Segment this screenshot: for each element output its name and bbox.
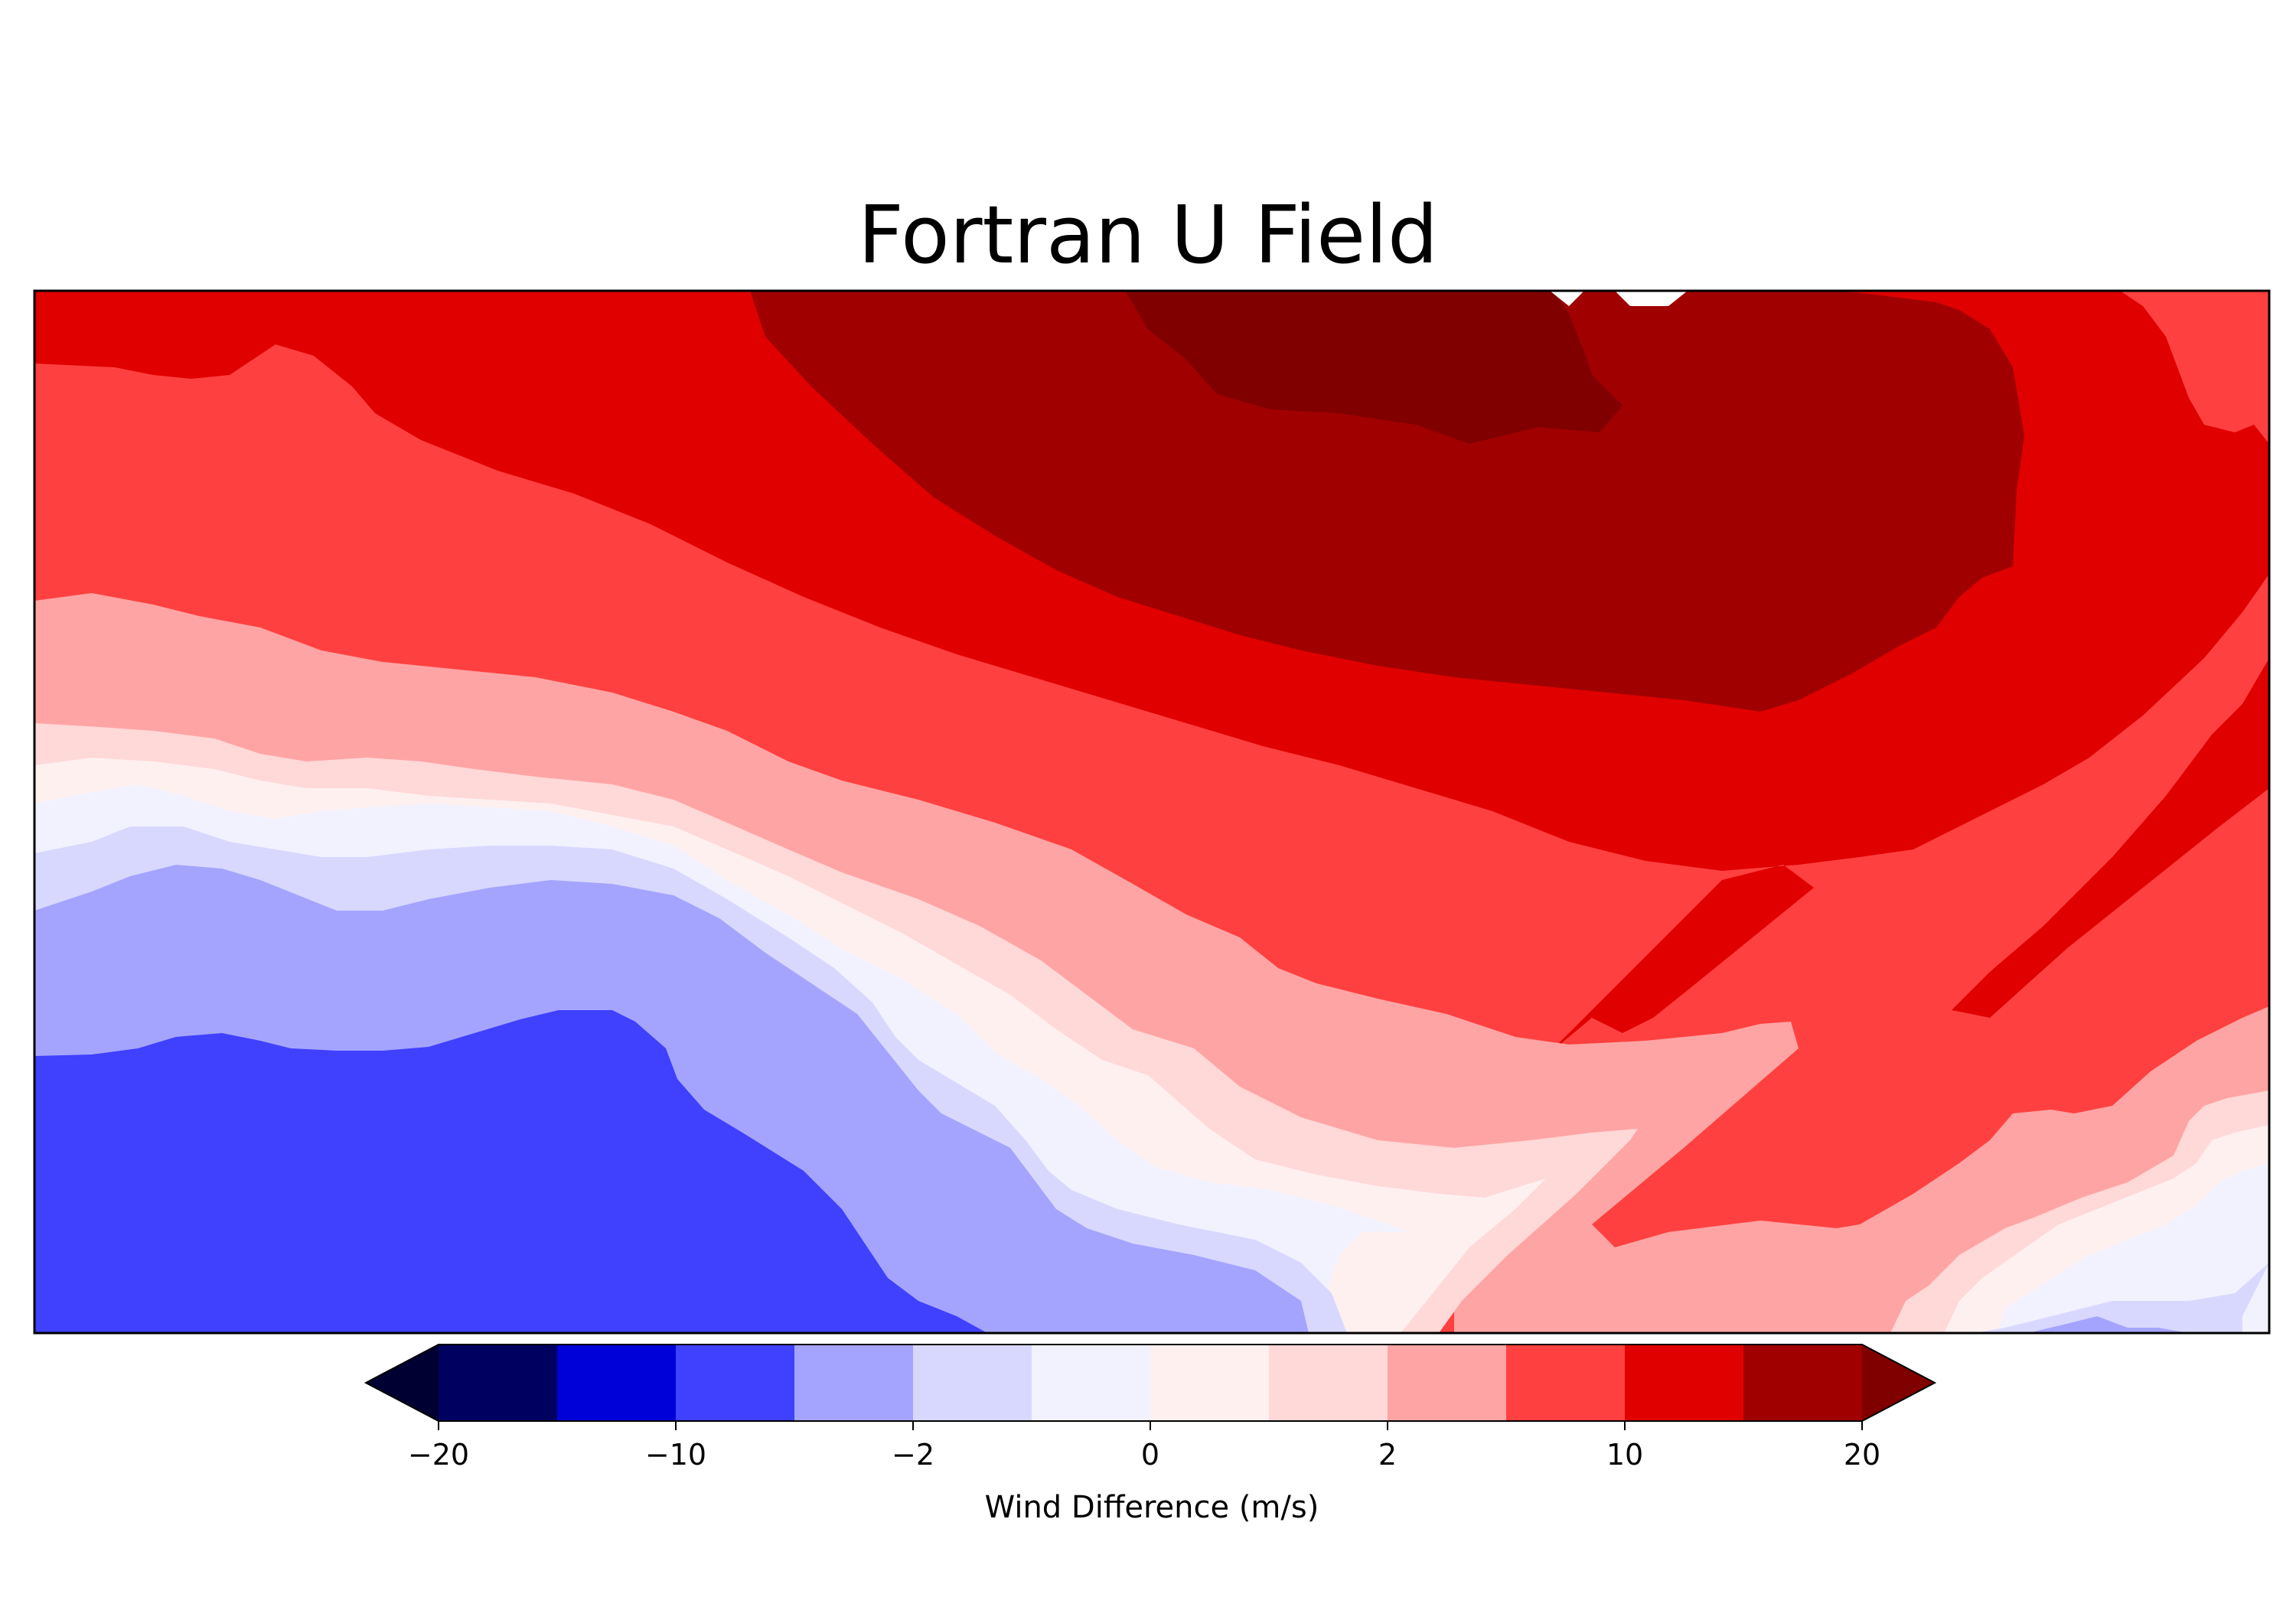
colorbar-tick-label: −20 (408, 1438, 469, 1472)
colorbar-segment (439, 1345, 558, 1421)
plot-frame (33, 289, 2271, 1335)
contour-band-10-15-right-wedge (1952, 658, 2269, 1018)
colorbar-tick-label: −2 (892, 1438, 934, 1472)
colorbar-segment (1743, 1345, 1863, 1421)
chart-title: Fortran U Field (858, 188, 1438, 282)
contour-band-minus2-minus1-right (1975, 1263, 2269, 1333)
colorbar-segment (557, 1345, 677, 1421)
colorbar-tick-label: −10 (645, 1438, 706, 1472)
colorbar-segment (1150, 1345, 1270, 1421)
colorbar-segment (1625, 1345, 1744, 1421)
contour-band-minus10-minus5 (34, 1010, 987, 1333)
colorbar-tick-label: 20 (1844, 1438, 1880, 1472)
colorbar-tick-label: 10 (1606, 1438, 1643, 1472)
colorbar-tick-label: 0 (1141, 1438, 1159, 1472)
contour-band-minus1-0-right (1998, 1163, 2269, 1333)
colorbar-segment (1269, 1345, 1388, 1421)
colorbar-segment (676, 1345, 795, 1421)
colorbar-segment (794, 1345, 914, 1421)
contour-band-minus5-minus2-right (2028, 1316, 2189, 1333)
colorbar (364, 1344, 1937, 1422)
missing-value-notch-1 (1550, 291, 1584, 306)
colorbar-segment (1506, 1345, 1626, 1421)
colorbar-extend-over (1862, 1345, 1935, 1421)
colorbar-ticks: −20 −10 −2 0 2 10 20 (408, 1421, 1880, 1472)
contour-band-over-20 (1125, 291, 1623, 444)
missing-value-notch-2 (1615, 291, 1688, 306)
colorbar-label: Wind Difference (m/s) (985, 1490, 1319, 1525)
contour-band-5-10-right-edge (2120, 291, 2269, 444)
colorbar-tick-label: 2 (1378, 1438, 1397, 1472)
colorbar-segment (1032, 1345, 1151, 1421)
contour-band-15-20 (750, 291, 2024, 712)
colorbar-extend-under (366, 1345, 439, 1421)
contour-field (34, 291, 2269, 1333)
colorbar-segment (1388, 1345, 1507, 1421)
colorbar-segment (913, 1345, 1032, 1421)
